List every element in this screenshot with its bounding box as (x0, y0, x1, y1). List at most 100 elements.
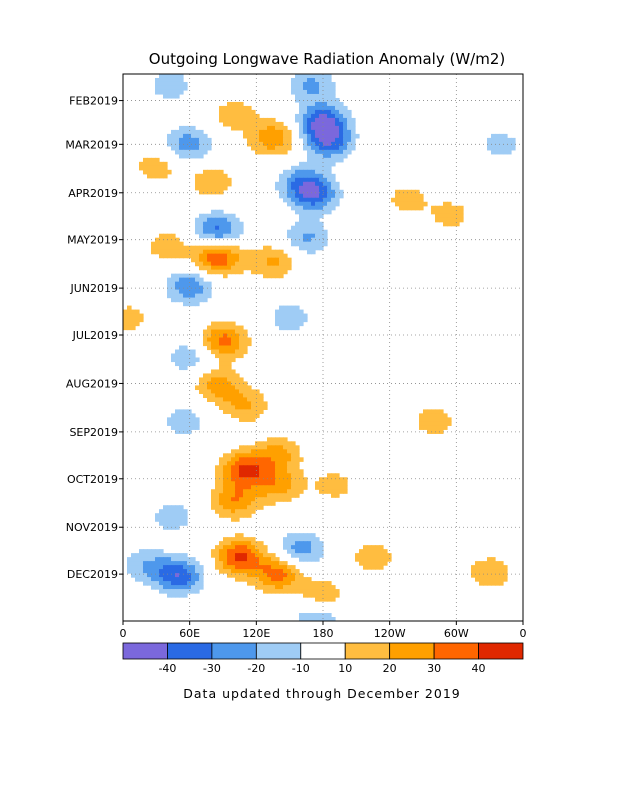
anomaly-cell (279, 265, 284, 271)
anomaly-cell (267, 141, 272, 147)
anomaly-cell (311, 581, 316, 586)
anomaly-cell (163, 517, 168, 522)
anomaly-cell (195, 273, 200, 279)
anomaly-cell (159, 241, 164, 247)
anomaly-cell (327, 173, 332, 179)
anomaly-cell (455, 205, 460, 211)
anomaly-cell (163, 245, 168, 251)
anomaly-cell (135, 577, 140, 582)
anomaly-cell (295, 305, 300, 311)
anomaly-cell (307, 74, 312, 79)
anomaly-cell (219, 553, 224, 558)
anomaly-cell (315, 169, 320, 175)
anomaly-cell (195, 565, 200, 570)
anomaly-cell (175, 249, 180, 255)
anomaly-cell (331, 177, 336, 183)
anomaly-cell (303, 553, 308, 558)
anomaly-cell (295, 81, 300, 87)
anomaly-cell (323, 145, 328, 151)
anomaly-cell (291, 233, 296, 239)
anomaly-cell (191, 125, 196, 131)
anomaly-cell (267, 133, 272, 139)
colorbar-swatch (211, 642, 257, 660)
anomaly-cell (179, 285, 184, 291)
anomaly-cell (251, 145, 256, 151)
anomaly-cell (439, 417, 444, 422)
anomaly-cell (251, 417, 256, 422)
anomaly-cell (259, 129, 264, 135)
anomaly-cell (331, 149, 336, 155)
anomaly-cell (299, 161, 304, 167)
anomaly-cell (307, 185, 312, 191)
anomaly-cell (179, 273, 184, 279)
anomaly-cell (247, 389, 252, 395)
anomaly-cell (247, 337, 252, 343)
anomaly-cell (311, 121, 316, 127)
anomaly-cell (199, 389, 204, 395)
anomaly-cell (131, 313, 136, 319)
anomaly-cell (203, 261, 208, 267)
anomaly-cell (495, 577, 500, 582)
anomaly-cell (215, 481, 220, 486)
anomaly-cell (199, 385, 204, 391)
anomaly-cell (327, 157, 332, 163)
anomaly-cell (207, 189, 212, 195)
anomaly-cell (323, 113, 328, 119)
anomaly-cell (219, 565, 224, 570)
anomaly-cell (275, 321, 280, 327)
anomaly-cell (263, 577, 268, 582)
anomaly-cell (199, 381, 204, 387)
anomaly-cell (303, 205, 308, 211)
anomaly-cell (311, 205, 316, 211)
anomaly-cell (323, 201, 328, 207)
anomaly-cell (331, 185, 336, 191)
anomaly-cell (263, 133, 268, 139)
anomaly-cell (207, 169, 212, 175)
anomaly-cell (327, 121, 332, 127)
anomaly-cell (179, 557, 184, 562)
anomaly-cell (183, 557, 188, 562)
anomaly-cell (287, 169, 292, 175)
anomaly-cell (231, 337, 236, 343)
anomaly-cell (315, 113, 320, 119)
anomaly-cell (187, 353, 192, 359)
anomaly-cell (331, 593, 336, 598)
anomaly-cell (235, 325, 240, 331)
anomaly-cell (267, 273, 272, 279)
anomaly-cell (315, 553, 320, 558)
anomaly-cell (167, 513, 172, 518)
anomaly-cell (219, 213, 224, 219)
anomaly-cell (319, 201, 324, 207)
anomaly-cell (223, 565, 228, 570)
anomaly-cell (311, 233, 316, 239)
anomaly-cell (251, 509, 256, 514)
anomaly-cell (255, 405, 260, 410)
anomaly-cell (299, 205, 304, 211)
anomaly-cell (223, 341, 228, 347)
anomaly-cell (187, 249, 192, 255)
anomaly-cell (215, 333, 220, 339)
anomaly-cell (187, 145, 192, 151)
anomaly-cell (491, 561, 496, 566)
anomaly-cell (287, 185, 292, 191)
anomaly-cell (315, 585, 320, 590)
anomaly-cell (275, 313, 280, 319)
anomaly-cell (279, 457, 284, 462)
anomaly-cell (167, 517, 172, 522)
anomaly-cell (223, 545, 228, 550)
anomaly-cell (283, 257, 288, 263)
anomaly-cell (271, 117, 276, 123)
anomaly-cell (231, 485, 236, 490)
anomaly-cell (223, 489, 228, 494)
anomaly-cell (311, 105, 316, 111)
anomaly-cell (239, 469, 244, 474)
anomaly-cell (163, 169, 168, 175)
anomaly-cell (215, 245, 220, 251)
anomaly-cell (479, 581, 484, 586)
anomaly-cell (307, 93, 312, 99)
anomaly-cell (251, 501, 256, 506)
anomaly-cell (159, 565, 164, 570)
anomaly-cell (171, 277, 176, 283)
x-tick-label: 0 (520, 627, 527, 640)
anomaly-cell (235, 509, 240, 514)
